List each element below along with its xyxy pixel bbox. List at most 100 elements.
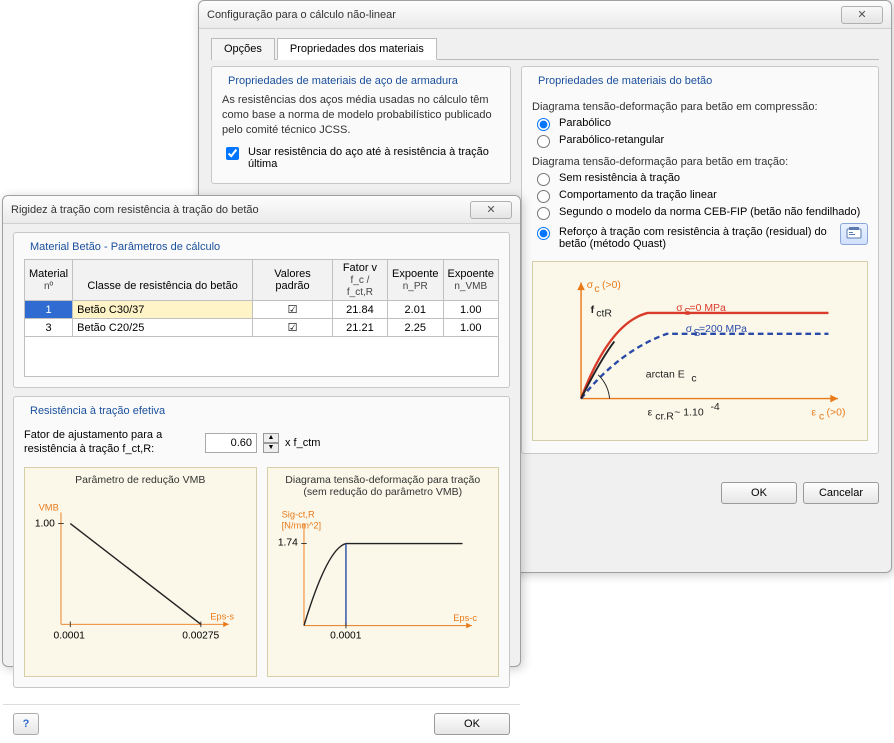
svg-text:f: f	[591, 305, 595, 316]
radio-no-tension-label: Sem resistência à tração	[559, 172, 868, 184]
tension-label: Diagrama tensão-deformação para betão em…	[532, 156, 868, 168]
spin-up[interactable]: ▲	[263, 433, 279, 443]
tab-options[interactable]: Opções	[211, 38, 275, 60]
radio-linear-label: Comportamento da tração linear	[559, 189, 868, 201]
tab-materials[interactable]: Propriedades dos materiais	[277, 38, 437, 60]
chart-vmb: Parâmetro de redução VMB VMB 1.00 Eps-s …	[24, 467, 257, 677]
col-exp2: Expoenten_VMB	[443, 260, 499, 301]
ok-button[interactable]: OK	[721, 482, 797, 504]
settings-icon	[846, 226, 862, 243]
svg-text:c: c	[594, 284, 599, 295]
radio-parab-rect-label: Parabólico-retangular	[559, 134, 868, 146]
params-group: Material Betão - Parâmetros de cálculo M…	[13, 232, 510, 388]
effective-group: Resistência à tração efetiva Fator de aj…	[13, 396, 510, 688]
svg-text:Eps-s: Eps-s	[210, 612, 234, 622]
radio-cebfip-label: Segundo o modelo da norma CEB-FIP (betão…	[559, 206, 868, 218]
concrete-group: Propriedades de materiais do betão Diagr…	[521, 66, 879, 454]
concrete-group-title: Propriedades de materiais do betão	[534, 75, 716, 87]
svg-text:Eps-c: Eps-c	[453, 613, 477, 623]
svg-text:~ 1.10: ~ 1.10	[674, 408, 704, 419]
svg-text:σ: σ	[676, 303, 683, 314]
radio-quast-label: Reforço à tração com resistência à traçã…	[559, 226, 834, 250]
cell-e2: 1.00	[443, 319, 499, 337]
stress-strain-diagram: σc (>0) fctR σS=0 MPa σS=200 MPa arctan …	[532, 261, 868, 441]
adjust-input[interactable]	[205, 433, 257, 453]
cell-e2: 1.00	[443, 301, 499, 319]
spin-down[interactable]: ▼	[263, 443, 279, 453]
cell-factor: 21.84	[332, 301, 387, 319]
params-group-title: Material Betão - Parâmetros de cálculo	[26, 241, 224, 253]
svg-text:arctan E: arctan E	[646, 370, 685, 381]
titlebar: Rigidez à tração com resistência à traçã…	[3, 196, 520, 224]
svg-text:Sig-ct,R: Sig-ct,R	[281, 509, 314, 519]
cell-num: 1	[25, 301, 73, 319]
svg-text:=200 MPa: =200 MPa	[699, 324, 747, 335]
svg-text:ctR: ctR	[596, 309, 612, 320]
svg-text:c: c	[691, 373, 696, 384]
svg-text:(>0): (>0)	[602, 280, 621, 291]
svg-text:ε: ε	[648, 408, 653, 419]
svg-text:0.00275: 0.00275	[182, 630, 219, 641]
svg-text:=0 MPa: =0 MPa	[690, 303, 727, 314]
close-button[interactable]: ✕	[841, 6, 883, 24]
radio-no-tension[interactable]	[537, 173, 550, 186]
steel-ultimate-label: Usar resistência do aço até à resistênci…	[248, 146, 500, 170]
radio-parab-rect[interactable]	[537, 135, 550, 148]
table-row[interactable]: 1Betão C30/37☑21.842.011.00	[25, 301, 499, 319]
steel-ultimate-checkbox[interactable]	[226, 147, 239, 160]
chart1-title: Parâmetro de redução VMB	[33, 474, 248, 487]
svg-text:c: c	[819, 412, 824, 423]
steel-group-title: Propriedades de materiais de aço de arma…	[224, 75, 462, 87]
effective-group-title: Resistência à tração efetiva	[26, 405, 169, 417]
adjust-label: Fator de ajustamento para a resistência …	[24, 429, 199, 457]
cell-e1: 2.01	[388, 301, 443, 319]
svg-text:(>0): (>0)	[827, 408, 846, 419]
chart2-title1: Diagrama tensão-deformação para tração	[276, 474, 491, 487]
svg-text:0.0001: 0.0001	[54, 630, 86, 641]
steel-group: Propriedades de materiais de aço de arma…	[211, 66, 511, 184]
svg-text:0.0001: 0.0001	[330, 630, 362, 641]
svg-text:[N/mm^2]: [N/mm^2]	[281, 520, 321, 530]
tabs: Opções Propriedades dos materiais	[211, 37, 879, 60]
sigma-c-label: σ	[587, 280, 594, 291]
cell-num: 3	[25, 319, 73, 337]
svg-text:-4: -4	[710, 402, 719, 413]
tension-stiffness-dialog: Rigidez à tração com resistência à traçã…	[2, 195, 521, 667]
quast-settings-button[interactable]	[840, 223, 868, 245]
radio-linear[interactable]	[537, 190, 550, 203]
col-default: Valores padrão	[253, 260, 333, 301]
col-exp1: Expoenten_PR	[388, 260, 443, 301]
cell-class: Betão C30/37	[73, 301, 253, 319]
cell-class: Betão C20/25	[73, 319, 253, 337]
cell-default[interactable]: ☑	[253, 301, 333, 319]
steel-info: As resistências dos aços média usadas no…	[222, 93, 500, 138]
radio-parabolic[interactable]	[537, 118, 550, 131]
radio-quast[interactable]	[537, 227, 550, 240]
col-material: Materialnº	[25, 260, 73, 301]
chart2-title2: (sem redução do parâmetro VMB)	[276, 486, 491, 499]
svg-text:σ: σ	[686, 324, 693, 335]
cell-e1: 2.25	[388, 319, 443, 337]
table-row[interactable]: 3Betão C20/25☑21.212.251.00	[25, 319, 499, 337]
col-factor: Fator vf_c / f_ct,R	[332, 260, 387, 301]
close-button[interactable]: ✕	[470, 201, 512, 219]
ok-button[interactable]: OK	[434, 713, 510, 735]
adjust-spinner[interactable]: ▲▼	[263, 433, 279, 453]
dialog-title: Rigidez à tração com resistência à traçã…	[11, 204, 470, 216]
svg-text:ε: ε	[811, 408, 816, 419]
radio-parabolic-label: Parabólico	[559, 117, 868, 129]
svg-text:1.00: 1.00	[35, 518, 55, 529]
titlebar: Configuração para o cálculo não-linear ✕	[199, 1, 891, 29]
chart-sigct: Diagrama tensão-deformação para tração (…	[267, 467, 500, 677]
dialog-title: Configuração para o cálculo não-linear	[207, 9, 841, 21]
cancel-button[interactable]: Cancelar	[803, 482, 879, 504]
help-button[interactable]: ?	[13, 713, 39, 735]
compression-label: Diagrama tensão-deformação para betão em…	[532, 101, 868, 113]
svg-text:cr.R: cr.R	[655, 412, 674, 423]
cell-default[interactable]: ☑	[253, 319, 333, 337]
materials-table: Materialnº Classe de resistência do betã…	[24, 259, 499, 337]
col-class: Classe de resistência do betão	[73, 260, 253, 301]
adjust-unit: x f_ctm	[285, 437, 320, 449]
radio-cebfip[interactable]	[537, 207, 550, 220]
svg-text:1.74: 1.74	[277, 537, 297, 548]
